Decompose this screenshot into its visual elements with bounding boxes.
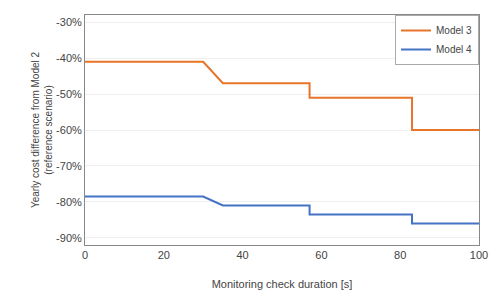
svg-text:-80%: -80% [56, 196, 82, 208]
svg-text:40: 40 [236, 249, 248, 261]
svg-text:-70%: -70% [56, 160, 82, 172]
svg-text:100: 100 [470, 249, 488, 261]
svg-text:-50%: -50% [56, 88, 82, 100]
svg-text:-40%: -40% [56, 52, 82, 64]
svg-text:-90%: -90% [56, 232, 82, 244]
svg-text:20: 20 [158, 249, 170, 261]
svg-text:Monitoring check duration [s]: Monitoring check duration [s] [212, 278, 353, 290]
svg-text:0: 0 [82, 249, 88, 261]
svg-text:Yearly cost difference from Mo: Yearly cost difference from Model 2(refe… [30, 51, 54, 208]
svg-text:80: 80 [394, 249, 406, 261]
svg-text:60: 60 [315, 249, 327, 261]
svg-text:-30%: -30% [56, 16, 82, 28]
svg-text:Model 4: Model 4 [436, 44, 472, 55]
svg-text:Model 3: Model 3 [436, 25, 472, 36]
svg-text:-60%: -60% [56, 124, 82, 136]
